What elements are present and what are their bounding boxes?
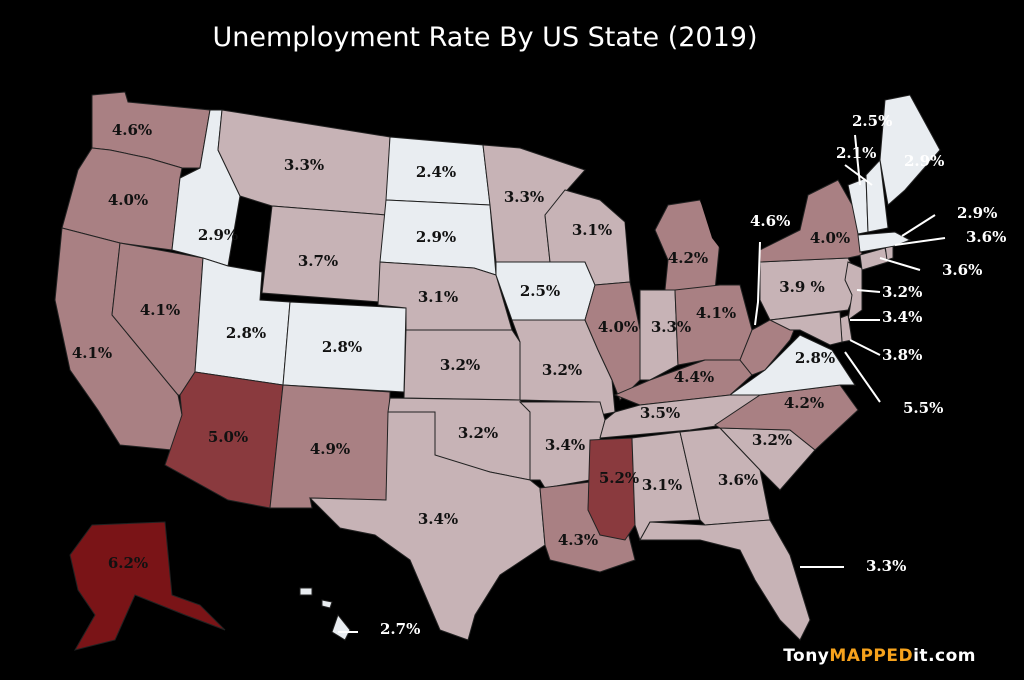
rate-label-ms: 5.2% xyxy=(599,469,639,487)
leader-line-md xyxy=(849,339,881,356)
rate-label-mi: 4.2% xyxy=(668,249,708,267)
rate-label-wv: 4.6% xyxy=(750,212,790,230)
rate-label-me: 2.9% xyxy=(904,152,944,170)
state-hi xyxy=(299,587,351,641)
rate-label-ar: 3.4% xyxy=(545,436,585,454)
state-fl xyxy=(639,519,811,641)
rate-label-il: 4.0% xyxy=(598,318,638,336)
rate-label-mo: 3.2% xyxy=(542,361,582,379)
rate-label-co: 2.8% xyxy=(322,338,362,356)
leader-line-wv xyxy=(754,241,761,326)
lake-0 xyxy=(625,215,648,285)
rate-label-or: 4.0% xyxy=(108,191,148,209)
rate-label-ok: 3.2% xyxy=(458,424,498,442)
rate-label-ks: 3.2% xyxy=(440,356,480,374)
rate-label-nd: 2.4% xyxy=(416,163,456,181)
credit-prefix: Tony xyxy=(783,646,830,666)
rate-label-ne: 3.1% xyxy=(418,288,458,306)
rate-label-mn: 3.3% xyxy=(504,188,544,206)
rate-label-tn: 3.5% xyxy=(640,404,680,422)
state-md xyxy=(768,311,843,346)
state-mi xyxy=(654,199,721,291)
rate-label-nm: 4.9% xyxy=(310,440,350,458)
rate-label-ia: 2.5% xyxy=(520,282,560,300)
rate-label-ny: 4.0% xyxy=(810,229,850,247)
rate-label-id: 2.9% xyxy=(198,226,238,244)
leader-line-ri xyxy=(894,237,946,246)
leader-line-ma xyxy=(901,214,936,237)
rate-label-ma: 2.9% xyxy=(957,204,997,222)
rate-label-pa: 3.9 % xyxy=(779,278,825,296)
rate-label-va: 2.8% xyxy=(795,349,835,367)
state-nh xyxy=(865,158,889,233)
rate-label-ri: 3.6% xyxy=(966,228,1006,246)
state-me xyxy=(879,94,941,206)
rate-label-hi: 2.7% xyxy=(380,620,420,638)
rate-label-nh: 2.1% xyxy=(836,144,876,162)
rate-label-wa: 4.6% xyxy=(112,121,152,139)
rate-label-wi: 3.1% xyxy=(572,221,612,239)
rate-label-nv: 4.1% xyxy=(140,301,180,319)
state-il xyxy=(584,281,641,401)
leader-line-nh xyxy=(844,164,873,186)
rate-label-wy: 3.7% xyxy=(298,252,338,270)
state-ms xyxy=(587,437,636,541)
rate-label-la: 4.3% xyxy=(558,531,598,549)
state-tx xyxy=(308,411,546,641)
state-va xyxy=(728,334,856,396)
rate-label-md: 3.8% xyxy=(882,346,922,364)
credit-watermark: TonyMAPPEDit.com xyxy=(783,646,976,666)
credit-highlight: MAPPED xyxy=(829,646,914,666)
lake-1 xyxy=(700,200,735,255)
map-title: Unemployment Rate By US State (2019) xyxy=(212,22,758,53)
rate-label-ky: 4.4% xyxy=(674,368,714,386)
leader-line-nj xyxy=(856,289,881,293)
rate-label-in: 3.3% xyxy=(651,318,691,336)
leader-line-ct xyxy=(879,257,921,271)
rate-label-vt: 2.5% xyxy=(852,112,892,130)
rate-label-ak: 6.2% xyxy=(108,554,148,572)
rate-label-ct: 3.6% xyxy=(942,261,982,279)
rate-label-tx: 3.4% xyxy=(418,510,458,528)
state-ak xyxy=(69,521,226,651)
rate-label-fl: 3.3% xyxy=(866,557,906,575)
rate-label-de: 3.4% xyxy=(882,308,922,326)
rate-label-ca: 4.1% xyxy=(72,344,112,362)
rate-label-al: 3.1% xyxy=(642,476,682,494)
rate-label-ga: 3.6% xyxy=(718,471,758,489)
leader-line-dc xyxy=(844,351,881,403)
rate-label-nj: 3.2% xyxy=(882,283,922,301)
rate-label-dc: 5.5% xyxy=(903,399,943,417)
rate-label-sc: 3.2% xyxy=(752,431,792,449)
rate-label-mt: 3.3% xyxy=(284,156,324,174)
rate-label-az: 5.0% xyxy=(208,428,248,446)
state-ct xyxy=(859,247,889,271)
rate-label-sd: 2.9% xyxy=(416,228,456,246)
rate-label-ut: 2.8% xyxy=(226,324,266,342)
credit-suffix: it.com xyxy=(913,646,976,666)
rate-label-oh: 4.1% xyxy=(696,304,736,322)
rate-label-nc: 4.2% xyxy=(784,394,824,412)
